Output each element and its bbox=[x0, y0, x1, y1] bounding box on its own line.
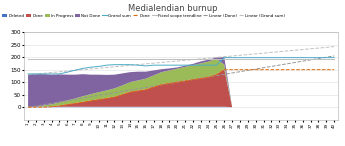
Text: Medialendian burnup: Medialendian burnup bbox=[128, 4, 217, 13]
Legend: Deleted, Done, In Progress, Not Done, Grand sum, Done, Fixed scope trendline, Li: Deleted, Done, In Progress, Not Done, Gr… bbox=[2, 14, 285, 18]
